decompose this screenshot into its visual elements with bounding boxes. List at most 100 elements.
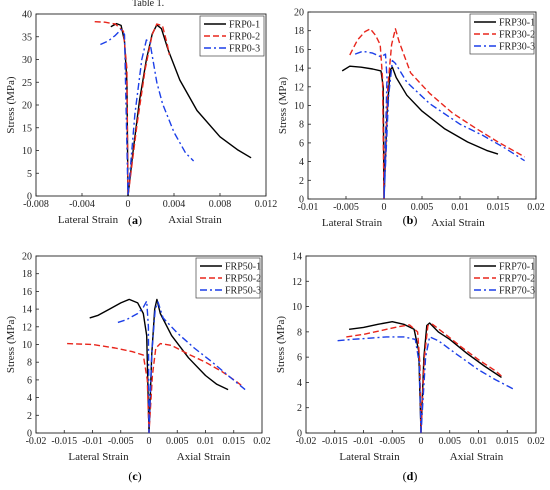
legend-box bbox=[469, 13, 535, 55]
legend-label: FRP50-2 bbox=[225, 274, 261, 285]
y-tick-label: 4 bbox=[297, 378, 302, 389]
legend-label: FRP70-2 bbox=[499, 274, 535, 285]
legend-label: FRP0-3 bbox=[229, 44, 260, 55]
x-axis-label-lateral: Lateral Strain bbox=[322, 217, 383, 229]
y-tick-label: 12 bbox=[294, 82, 304, 93]
x-tick-label: 0 bbox=[382, 202, 387, 213]
y-tick-label: 8 bbox=[297, 327, 302, 338]
x-tick-label: 0.004 bbox=[163, 199, 186, 210]
x-tick-label: -0.015 bbox=[322, 436, 348, 447]
x-tick-label: 0 bbox=[419, 436, 424, 447]
y-tick-label: 6 bbox=[299, 138, 304, 149]
y-tick-label: 2 bbox=[27, 411, 32, 422]
y-axis-label: Stress (MPa) bbox=[5, 316, 17, 373]
y-tick-label: 10 bbox=[22, 340, 32, 351]
x-tick-label: 0.02 bbox=[253, 436, 271, 447]
x-tick-label: -0.02 bbox=[26, 436, 47, 447]
series-line-FRP50-2 bbox=[67, 342, 243, 433]
y-tick-label: 12 bbox=[292, 277, 302, 288]
y-tick-label: 8 bbox=[27, 358, 32, 369]
y-tick-label: 0 bbox=[27, 192, 32, 203]
y-tick-label: 2 bbox=[299, 176, 304, 187]
y-tick-label: 4 bbox=[299, 157, 304, 168]
series-line-FRP50-3 bbox=[117, 300, 246, 433]
x-axis-label-lateral: Lateral Strain bbox=[58, 214, 119, 226]
series-line-FRP50-1 bbox=[89, 298, 229, 433]
legend-label: FRP50-1 bbox=[225, 262, 261, 273]
y-tick-label: 18 bbox=[294, 26, 304, 37]
y-tick-label: 10 bbox=[22, 146, 32, 157]
y-tick-label: 20 bbox=[22, 252, 32, 263]
x-tick-label: 0.02 bbox=[527, 202, 545, 213]
y-tick-label: 0 bbox=[299, 195, 304, 206]
x-tick-label: -0.004 bbox=[69, 199, 95, 210]
y-tick-label: 20 bbox=[22, 101, 32, 112]
y-tick-label: 14 bbox=[22, 305, 32, 316]
x-tick-label: 0 bbox=[126, 199, 131, 210]
x-tick-label: 0.015 bbox=[223, 436, 246, 447]
panel-caption-c: (c) bbox=[128, 469, 141, 483]
legend-label: FRP50-3 bbox=[225, 286, 261, 297]
series-line-FRP30-1 bbox=[341, 65, 499, 199]
y-tick-label: 10 bbox=[292, 302, 302, 313]
chart-panels: -0.008 -0.004 0 0.004 0.008 0.012051015202530… bbox=[5, 8, 545, 464]
x-tick-label: 0.005 bbox=[166, 436, 189, 447]
y-tick-label: 12 bbox=[22, 322, 32, 333]
panel-caption-a: (a) bbox=[128, 213, 142, 227]
x-tick-label: 0.01 bbox=[451, 202, 469, 213]
y-tick-label: 25 bbox=[22, 78, 32, 89]
legend-label: FRP70-3 bbox=[499, 286, 535, 297]
x-tick-label: -0.015 bbox=[51, 436, 77, 447]
y-axis-label: Stress (MPa) bbox=[5, 76, 17, 133]
y-tick-label: 5 bbox=[27, 169, 32, 180]
y-tick-label: 10 bbox=[294, 101, 304, 112]
series-line-FRP0-3 bbox=[100, 28, 195, 196]
x-tick-label: -0.005 bbox=[379, 436, 405, 447]
series-line-FRP30-3 bbox=[354, 50, 525, 199]
x-axis-label-lateral: Lateral Strain bbox=[339, 451, 400, 463]
series-line-FRP30-2 bbox=[349, 28, 525, 199]
series-line-FRP70-1 bbox=[349, 321, 502, 433]
legend-label: FRP70-1 bbox=[499, 262, 535, 273]
y-tick-label: 14 bbox=[292, 252, 302, 263]
y-tick-label: 18 bbox=[22, 269, 32, 280]
x-tick-label: 0.005 bbox=[411, 202, 434, 213]
series-line-FRP70-3 bbox=[337, 336, 514, 433]
x-tick-label: 0.02 bbox=[527, 436, 545, 447]
x-tick-label: -0.005 bbox=[333, 202, 359, 213]
chart-panel-d: -0.02 -0.015 -0.01 -0.005 0 0.005 0.01 0.015 0.0… bbox=[275, 252, 545, 464]
legend-box bbox=[195, 257, 261, 299]
x-tick-label: -0.01 bbox=[353, 436, 374, 447]
y-tick-label: 16 bbox=[294, 45, 304, 56]
series-line-FRP70-2 bbox=[346, 323, 502, 433]
legend-label: FRP30-1 bbox=[499, 18, 535, 29]
legend-label: FRP30-3 bbox=[499, 42, 535, 53]
y-tick-label: 4 bbox=[27, 393, 32, 404]
x-tick-label: 0.01 bbox=[197, 436, 215, 447]
x-tick-label: -0.02 bbox=[296, 436, 317, 447]
x-tick-label: 0.012 bbox=[255, 199, 278, 210]
legend-label: FRP30-2 bbox=[499, 30, 535, 41]
x-tick-label: 0.008 bbox=[209, 199, 232, 210]
y-tick-label: 35 bbox=[22, 32, 32, 43]
header-fragment: Table 1. bbox=[132, 0, 164, 9]
y-tick-label: 14 bbox=[294, 64, 304, 75]
x-tick-label: -0.008 bbox=[23, 199, 49, 210]
x-axis-label-axial: Axial Strain bbox=[168, 214, 222, 226]
x-tick-label: 0 bbox=[147, 436, 152, 447]
y-tick-label: 16 bbox=[22, 287, 32, 298]
y-tick-label: 2 bbox=[297, 403, 302, 414]
y-tick-label: 0 bbox=[297, 429, 302, 440]
y-tick-label: 30 bbox=[22, 55, 32, 66]
y-axis-label: Stress (MPa) bbox=[275, 316, 287, 373]
panel-caption-d: (d) bbox=[403, 469, 418, 483]
y-tick-label: 15 bbox=[22, 123, 32, 134]
x-axis-label-axial: Axial Strain bbox=[177, 451, 231, 463]
y-tick-label: 0 bbox=[27, 429, 32, 440]
legend-box bbox=[469, 257, 535, 299]
